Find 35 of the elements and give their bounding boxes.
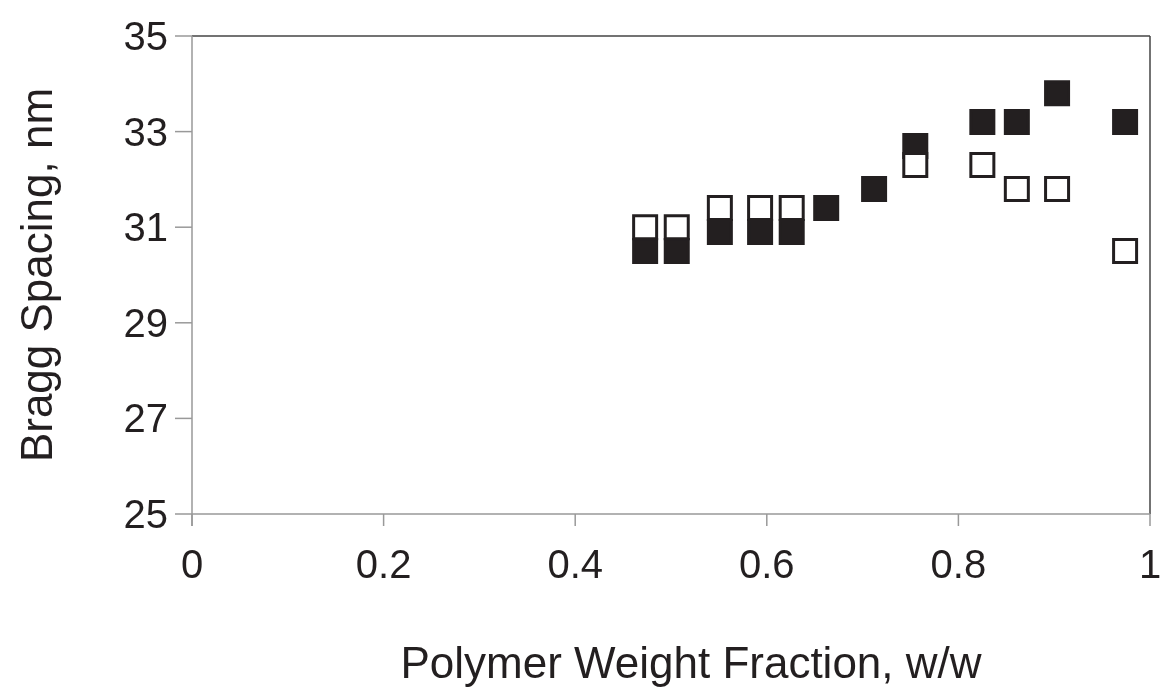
point [813,195,840,222]
point [663,238,690,265]
x-tick-label: 0 [180,542,204,586]
point [969,152,996,179]
y-tick-label: 35 [123,14,168,58]
x-tick-label: 1 [1138,542,1162,586]
y-axis-title: Bragg Spacing, nm [12,87,61,463]
point [778,218,805,245]
point [1112,109,1139,136]
point [632,238,659,265]
point [1044,80,1071,107]
x-tick-label: 0.4 [547,542,603,586]
point [663,214,690,241]
y-tick-label: 31 [123,205,168,250]
x-axis-title: Polymer Weight Fraction, w/w [400,638,982,687]
point [1112,238,1139,265]
point [747,195,774,222]
x-tick-label: 0.8 [930,542,987,586]
point [1044,175,1071,202]
y-tick-label: 27 [123,396,168,441]
y-tick-label: 33 [123,109,168,154]
point [1003,175,1030,202]
point [861,175,888,202]
x-tick-label: 0.2 [355,542,412,586]
point [969,109,996,136]
point [747,218,774,245]
point [902,152,929,179]
point [706,218,733,245]
y-tick-label: 25 [123,492,168,536]
point [632,214,659,241]
x-tick-label: 0.6 [739,542,795,586]
point [778,195,805,222]
y-tick-label: 29 [123,300,168,345]
point [706,195,733,222]
point [1003,109,1030,136]
